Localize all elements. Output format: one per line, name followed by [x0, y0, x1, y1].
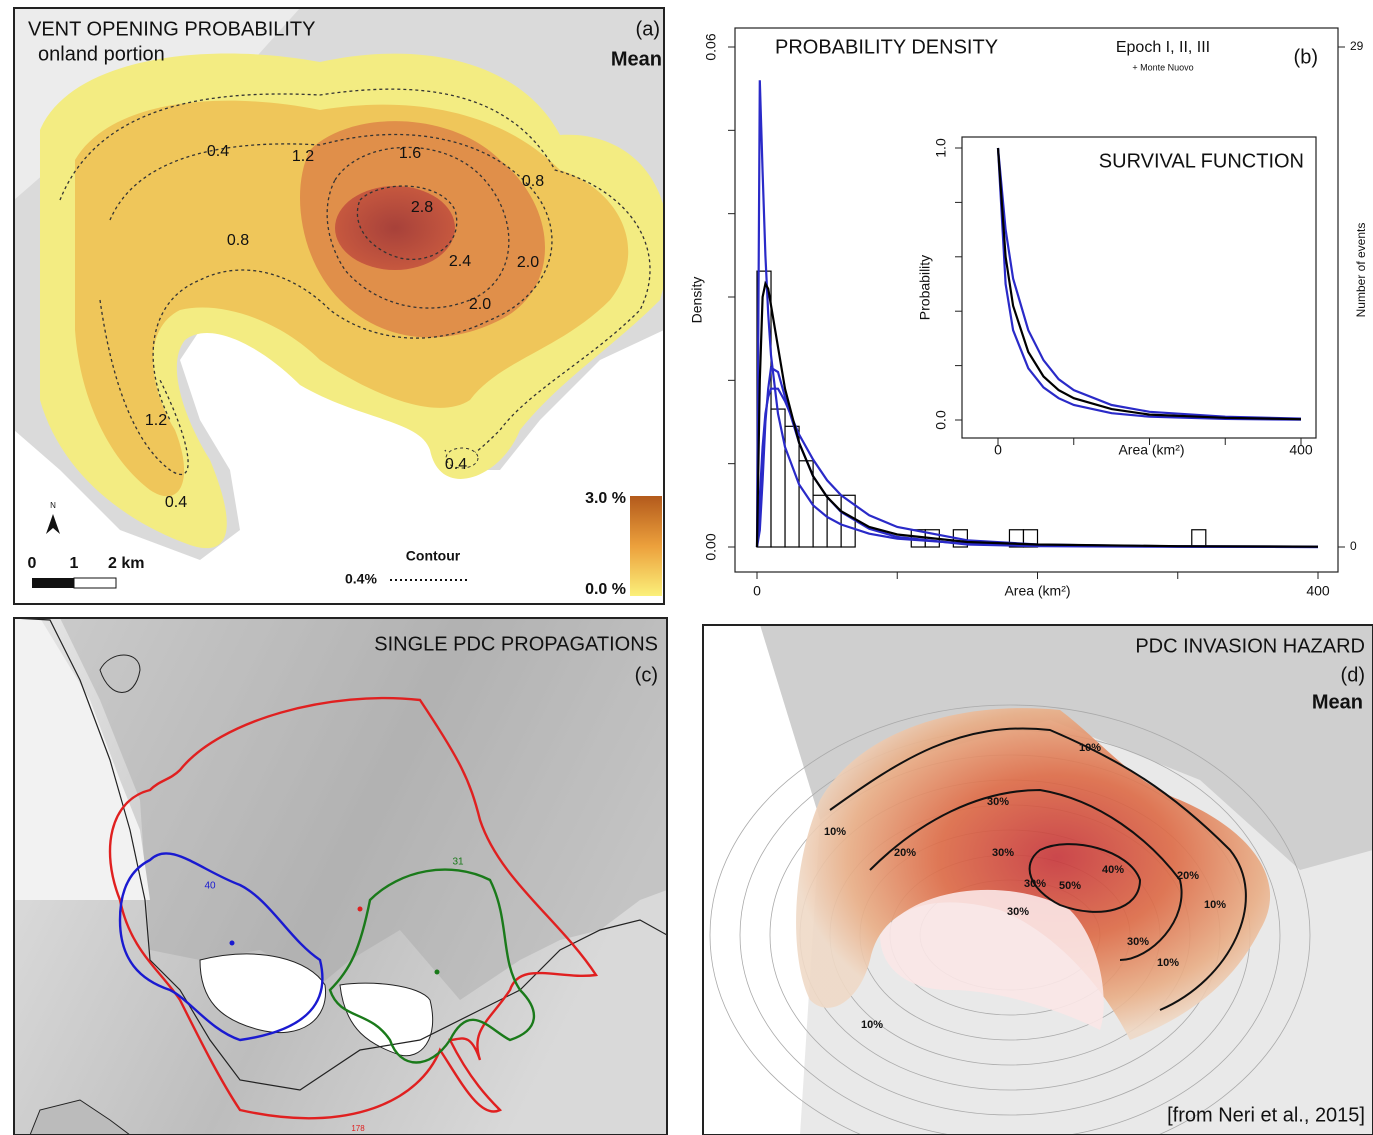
- histogram-bar: [771, 409, 785, 547]
- stat-label: Mean: [1312, 691, 1363, 713]
- map-c: [14, 618, 667, 1135]
- vent: [230, 941, 235, 946]
- contour-label: 2.0: [517, 254, 539, 271]
- legend-contour-title: Contour: [406, 548, 461, 564]
- contour-label: 30%: [1127, 936, 1149, 948]
- chart-note: + Monte Nuovo: [1132, 62, 1193, 72]
- contour-label: 1.2: [292, 148, 314, 165]
- y-tick-label: 1.0: [933, 138, 949, 158]
- x-tick-label: 0: [753, 583, 761, 599]
- panel-label: (c): [635, 664, 658, 686]
- panel-subtitle: onland portion: [38, 43, 165, 65]
- y-tick-label: 0.00: [703, 533, 719, 560]
- legend-contour-value: 0.4%: [345, 571, 377, 587]
- chart-title: PROBABILITY DENSITY: [775, 36, 998, 58]
- contour-label: 0.4: [165, 494, 187, 511]
- chart-title: SURVIVAL FUNCTION: [1099, 150, 1304, 172]
- histogram-bar: [813, 495, 827, 547]
- map-a: [14, 8, 669, 604]
- contour-label: 10%: [861, 1019, 883, 1031]
- y-axis-label: Probability: [917, 255, 933, 320]
- contour-label: 1.2: [145, 412, 167, 429]
- run-label: 31: [452, 857, 464, 868]
- panel-label: (a): [636, 18, 660, 40]
- histogram-bar: [1192, 530, 1206, 547]
- scale-label: 1: [70, 555, 79, 572]
- panel-c: SINGLE PDC PROPAGATIONS (c) 40 31 178: [14, 618, 667, 1135]
- y-axis-label: Density: [689, 277, 705, 324]
- scale-bar: [32, 578, 74, 588]
- contour-label: 2.8: [411, 199, 433, 216]
- legend-max: 3.0 %: [585, 490, 626, 507]
- contour-label: 30%: [1024, 878, 1046, 890]
- legend-colorbar: [630, 496, 662, 596]
- vent: [358, 907, 363, 912]
- panel-title: VENT OPENING PROBABILITY: [28, 18, 315, 40]
- x-axis-label: Area (km²): [1118, 442, 1184, 458]
- contour-label: 10%: [1079, 742, 1101, 754]
- contour-label: 2.4: [449, 253, 471, 270]
- chart-subtitle: Epoch I, II, III: [1116, 39, 1210, 56]
- contour-label: 10%: [1157, 957, 1179, 969]
- x-tick-label: 400: [1289, 442, 1313, 458]
- contour-label: 10%: [824, 826, 846, 838]
- contour-label: 20%: [1177, 870, 1199, 882]
- contour-label: 1.6: [399, 145, 421, 162]
- run-label: 178: [351, 1124, 365, 1133]
- contour-label: 20%: [894, 847, 916, 859]
- contour-label: 30%: [987, 796, 1009, 808]
- north-label: N: [50, 501, 56, 510]
- scale-bar: [74, 578, 116, 588]
- x-tick-label: 0: [994, 442, 1002, 458]
- x-tick-label: 400: [1306, 583, 1330, 599]
- contour-label: 30%: [992, 847, 1014, 859]
- histogram-bar: [785, 426, 799, 547]
- contour-label: 10%: [1204, 899, 1226, 911]
- figure: VENT OPENING PROBABILITY onland portion …: [0, 0, 1373, 1135]
- panel-label: (b): [1294, 46, 1318, 68]
- contour-label: 0.4: [445, 456, 467, 473]
- contour-label: 0.8: [522, 173, 544, 190]
- y2-tick-label: 29: [1350, 39, 1364, 53]
- y2-axis-label: Number of events: [1354, 223, 1368, 318]
- x-axis-label: Area (km²): [1004, 583, 1070, 599]
- contour-label: 0.4: [207, 143, 229, 160]
- panel-title: PDC INVASION HAZARD: [1135, 635, 1365, 657]
- contour-label: 30%: [1007, 906, 1029, 918]
- y-tick-label: 0.0: [933, 410, 949, 430]
- panel-a: VENT OPENING PROBABILITY onland portion …: [14, 8, 669, 604]
- y2-tick-label: 0: [1350, 539, 1357, 553]
- scale-label: 0: [28, 555, 37, 572]
- contour-label: 40%: [1102, 864, 1124, 876]
- scale-label: 2 km: [108, 555, 144, 572]
- legend-min: 0.0 %: [585, 581, 626, 598]
- panel-label: (d): [1341, 664, 1365, 686]
- y-tick-label: 0.06: [703, 33, 719, 60]
- vent: [435, 970, 440, 975]
- probability-max: [335, 186, 455, 270]
- contour-label: 0.8: [227, 232, 249, 249]
- run-label: 40: [204, 881, 216, 892]
- contour-label: 50%: [1059, 880, 1081, 892]
- panel-title: SINGLE PDC PROPAGATIONS: [374, 633, 658, 655]
- source-note: [from Neri et al., 2015]: [1167, 1104, 1365, 1126]
- stat-label: Mean: [611, 48, 662, 70]
- contour-label: 2.0: [469, 296, 491, 313]
